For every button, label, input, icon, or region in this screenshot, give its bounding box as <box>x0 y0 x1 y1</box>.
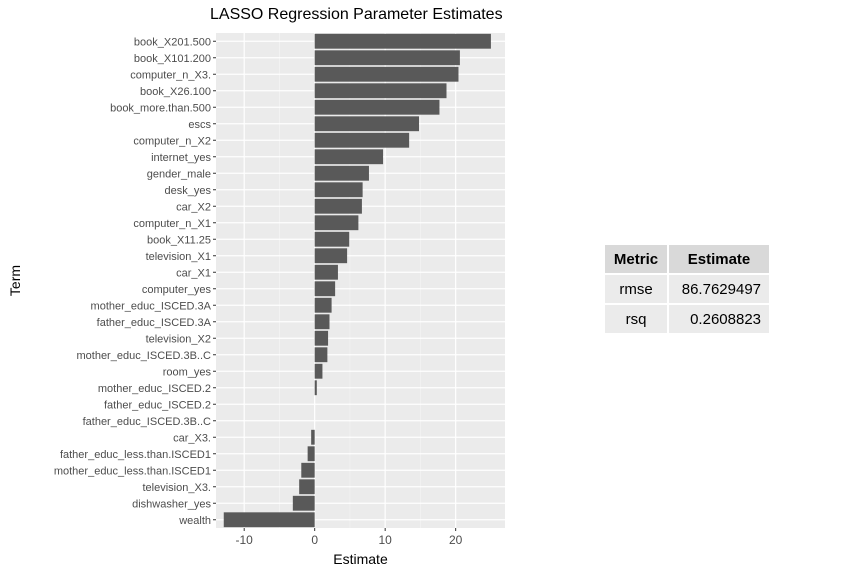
y-tick-label: television_X1 <box>146 251 211 263</box>
bar-room_yes <box>314 363 323 379</box>
bar-book_X201.500 <box>314 33 491 49</box>
bar-television_X2 <box>314 330 329 346</box>
metrics-row: rmse 86.7629497 <box>605 273 769 304</box>
metric-value-cell: 0.2608823 <box>668 303 769 333</box>
y-tick-label: mother_educ_ISCED.3B..C <box>76 350 211 362</box>
bar-escs <box>314 116 420 132</box>
y-tick-label: car_X1 <box>176 267 211 279</box>
y-tick-label: car_X3. <box>173 432 211 444</box>
bar-car_X1 <box>314 264 338 280</box>
y-tick-label: book_more.than.500 <box>110 102 211 114</box>
bar-mother_educ_ISCED.2 <box>314 380 317 396</box>
metrics-header-row: Metric Estimate <box>605 245 769 274</box>
bar-gender_male <box>314 165 369 181</box>
bar-mother_educ_less.than.ISCED1 <box>301 462 315 478</box>
bar-desk_yes <box>314 182 363 198</box>
bar-father_educ_less.than.ISCED1 <box>307 446 315 462</box>
bar-computer_n_X2 <box>314 132 410 148</box>
bar-computer_n_X1 <box>314 215 359 231</box>
metric-name-cell: rmse <box>605 273 669 304</box>
y-tick-label: book_X26.100 <box>140 86 211 98</box>
bar-dishwasher_yes <box>292 495 315 511</box>
y-axis-title: Term <box>7 265 23 296</box>
y-tick-label: computer_n_X3. <box>130 69 211 81</box>
x-tick-label: 10 <box>378 533 392 547</box>
metrics-row: rsq 0.2608823 <box>605 303 769 333</box>
bar-car_X3. <box>311 429 315 445</box>
plot-panel <box>216 33 505 528</box>
y-tick-label: television_X2 <box>146 333 211 345</box>
y-tick-label: father_educ_ISCED.3B..C <box>83 416 211 428</box>
y-tick-label: book_X101.200 <box>134 53 211 65</box>
y-tick-label: mother_educ_ISCED.3A <box>91 300 212 312</box>
y-tick-label: dishwasher_yes <box>132 498 211 510</box>
y-tick-label: father_educ_ISCED.3A <box>97 317 212 329</box>
y-tick-label: father_educ_ISCED.2 <box>104 399 211 411</box>
x-axis-title: Estimate <box>333 551 388 567</box>
bar-computer_n_X3. <box>314 66 459 82</box>
bar-father_educ_ISCED.3A <box>314 314 330 330</box>
bar-book_X26.100 <box>314 83 447 99</box>
y-tick-label: escs <box>188 119 211 131</box>
y-tick-label: desk_yes <box>165 185 212 197</box>
metrics-table: Metric Estimate rmse 86.7629497 rsq 0.26… <box>605 245 769 333</box>
y-tick-label: book_X11.25 <box>147 234 211 246</box>
y-tick-label: book_X201.500 <box>134 36 211 48</box>
bar-book_more.than.500 <box>314 99 440 115</box>
y-tick-label: wealth <box>178 515 211 527</box>
estimate-column-header: Estimate <box>668 245 769 274</box>
y-tick-label: room_yes <box>163 366 212 378</box>
x-tick-label: 20 <box>449 533 463 547</box>
y-tick-label: computer_n_X2 <box>133 135 211 147</box>
bar-television_X3. <box>299 479 315 495</box>
y-tick-label: mother_educ_ISCED.2 <box>98 383 211 395</box>
metric-value-cell: 86.7629497 <box>668 273 769 304</box>
bar-internet_yes <box>314 149 384 165</box>
bar-book_X11.25 <box>314 231 350 247</box>
bar-television_X1 <box>314 248 348 264</box>
y-tick-label: computer_n_X1 <box>133 218 211 230</box>
x-tick-label: 0 <box>311 533 318 547</box>
metric-name-cell: rsq <box>605 303 669 333</box>
bar-mother_educ_ISCED.3A <box>314 297 332 313</box>
chart-title: LASSO Regression Parameter Estimates <box>210 6 503 23</box>
y-tick-label: computer_yes <box>142 284 212 296</box>
bar-wealth <box>223 512 315 528</box>
bar-mother_educ_ISCED.3B..C <box>314 347 328 363</box>
bar-car_X2 <box>314 198 362 214</box>
y-tick-label: mother_educ_less.than.ISCED1 <box>54 465 211 477</box>
y-tick-label: car_X2 <box>176 201 211 213</box>
y-tick-label: father_educ_less.than.ISCED1 <box>60 449 211 461</box>
y-tick-label: internet_yes <box>151 152 211 164</box>
bar-book_X101.200 <box>314 50 460 66</box>
y-tick-label: television_X3. <box>143 482 212 494</box>
metric-column-header: Metric <box>605 245 669 274</box>
y-tick-label: gender_male <box>147 168 211 180</box>
bar-computer_yes <box>314 281 336 297</box>
x-tick-label: -10 <box>236 533 254 547</box>
